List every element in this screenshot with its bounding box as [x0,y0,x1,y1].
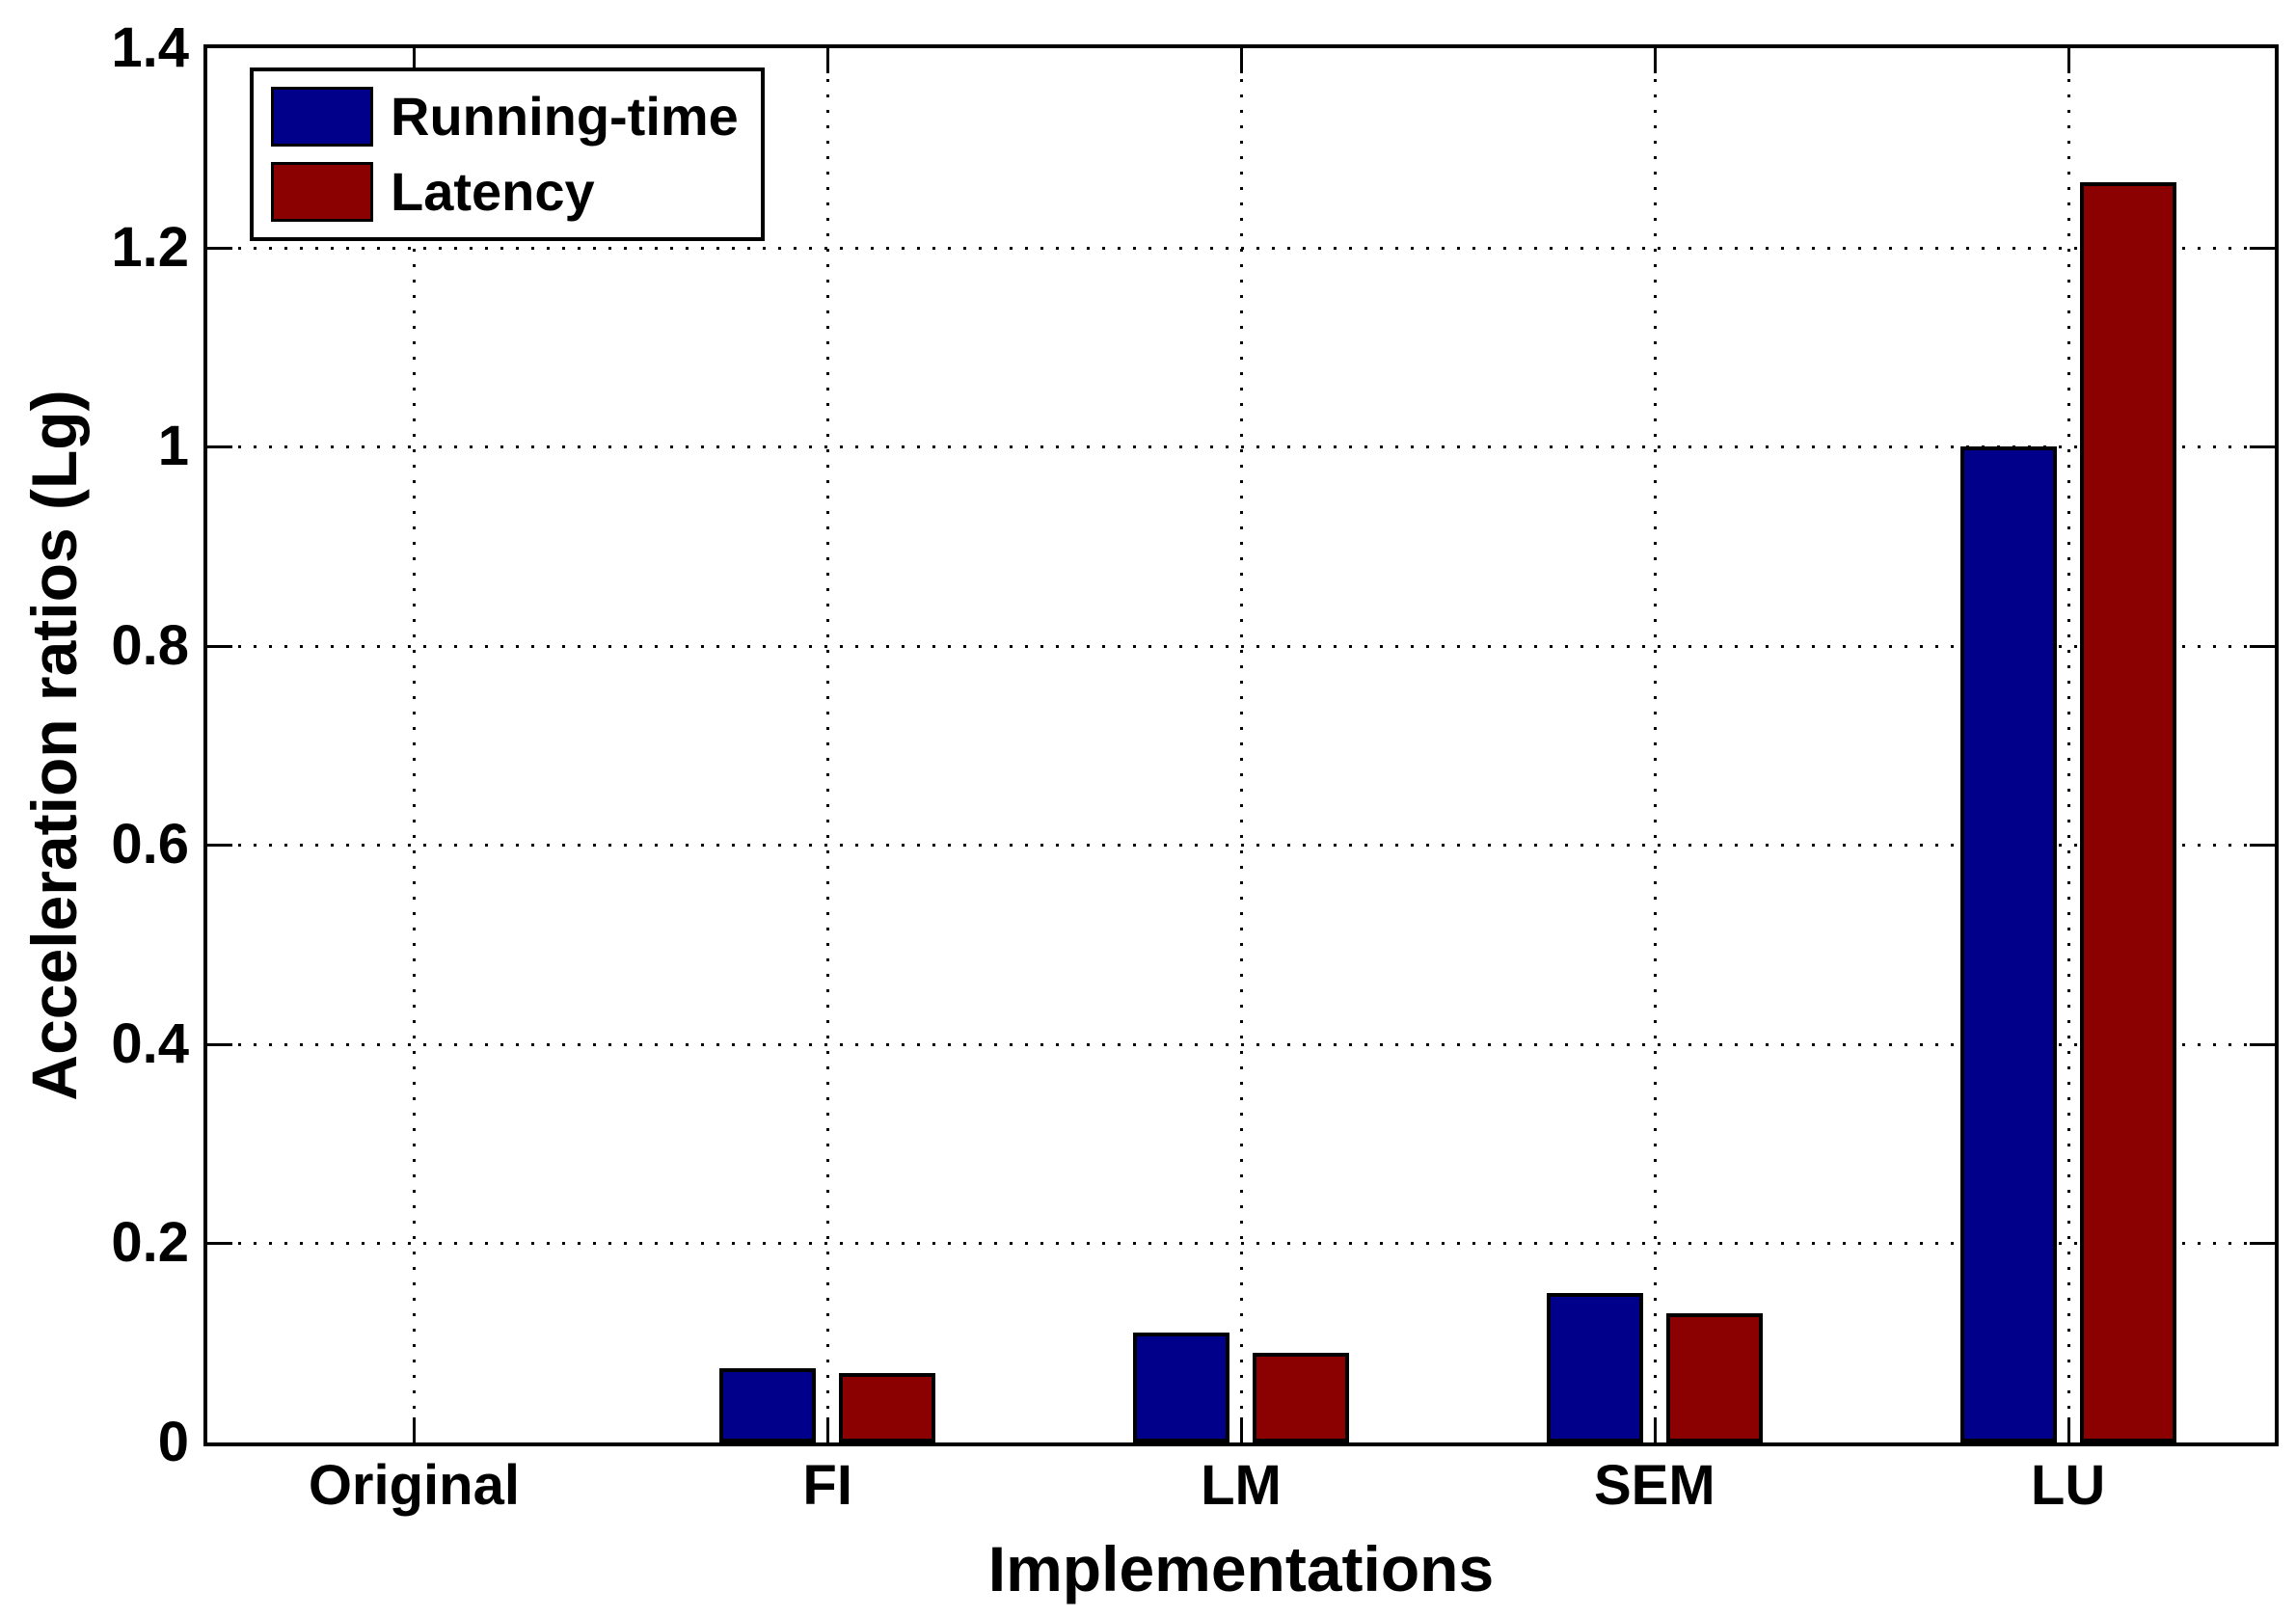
y-tick-right [2250,246,2275,250]
y-tick-label: 0.8 [111,613,189,677]
x-axis-title: Implementations [987,1533,1495,1604]
gridline-vertical [413,48,417,1442]
bar-latency-fi [839,1373,936,1442]
y-tick-right [2250,445,2275,449]
y-tick-left [207,844,232,848]
bar-running-time-lu [1959,446,2057,1442]
y-tick-label: 1.4 [111,16,189,79]
y-tick-left [207,246,232,250]
bar-running-time-fi [719,1368,817,1442]
y-tick-label: 0.6 [111,813,189,876]
gridline-vertical [826,48,830,1442]
y-tick-left [207,1242,232,1246]
legend-item-running-time: Running-time [271,87,743,147]
bar-latency-lm [1253,1353,1349,1442]
gridline-vertical [1653,48,1657,1442]
bar-running-time-sem [1546,1293,1643,1442]
x-tick-top [826,48,830,73]
y-tick-right [2250,1042,2275,1046]
gridline-vertical [2066,48,2070,1442]
x-tick-bottom [413,1417,417,1442]
y-tick-label: 0.4 [111,1011,189,1075]
y-tick-label: 0.2 [111,1211,189,1275]
legend-label-latency: Latency [391,161,595,222]
x-tick-label: LU [2030,1454,2106,1517]
x-tick-label: LM [1201,1454,1282,1517]
x-tick-label: SEM [1593,1454,1715,1517]
bar-latency-lu [2079,182,2176,1442]
y-tick-label: 1.2 [111,215,189,279]
y-tick-left [207,1042,232,1046]
x-tick-top [1240,48,1243,73]
y-tick-left [207,644,232,648]
x-tick-bottom [1653,1417,1657,1442]
x-tick-top [2066,48,2070,73]
plot-area: Running-time Latency [203,44,2279,1446]
y-axis-title: Acceleration ratios (Lg) [18,390,90,1101]
legend-item-latency: Latency [271,162,743,222]
x-tick-bottom [2066,1417,2070,1442]
y-tick-label: 0 [157,1411,189,1473]
y-tick-left [207,445,232,449]
y-tick-right [2250,644,2275,648]
y-tick-right [2250,844,2275,848]
legend-label-running-time: Running-time [391,86,739,147]
x-tick-label: Original [308,1454,520,1517]
x-tick-top [413,48,417,73]
x-tick-label: FI [802,1454,852,1517]
legend-swatch-latency [271,162,373,222]
x-tick-bottom [826,1417,830,1442]
y-tick-right [2250,1242,2275,1246]
x-tick-top [1653,48,1657,73]
legend-swatch-running-time [271,87,373,147]
y-tick-label: 1 [157,415,189,478]
gridline-vertical [1240,48,1243,1442]
bar-latency-sem [1665,1313,1763,1442]
bar-running-time-lm [1133,1333,1229,1442]
legend: Running-time Latency [250,67,765,241]
x-tick-bottom [1240,1417,1243,1442]
